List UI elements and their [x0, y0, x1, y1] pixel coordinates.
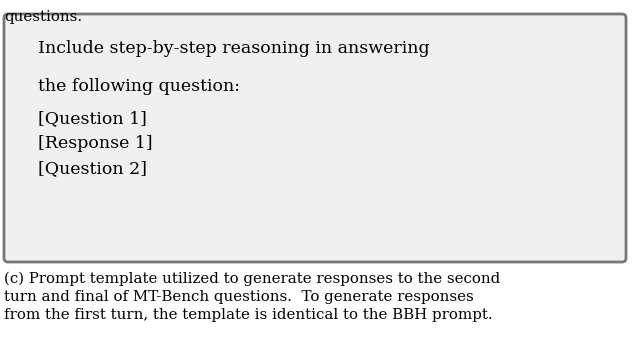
Text: (c) Prompt template utilized to generate responses to the second
turn and final : (c) Prompt template utilized to generate…: [4, 272, 501, 322]
Text: Include step-by-step reasoning in answering: Include step-by-step reasoning in answer…: [38, 40, 430, 57]
FancyBboxPatch shape: [4, 14, 626, 262]
Text: [Question 1]: [Question 1]: [38, 110, 147, 127]
Text: [Response 1]: [Response 1]: [38, 135, 152, 152]
Text: the following question:: the following question:: [38, 78, 240, 95]
Text: [Question 2]: [Question 2]: [38, 160, 147, 177]
Text: questions.: questions.: [4, 10, 82, 24]
